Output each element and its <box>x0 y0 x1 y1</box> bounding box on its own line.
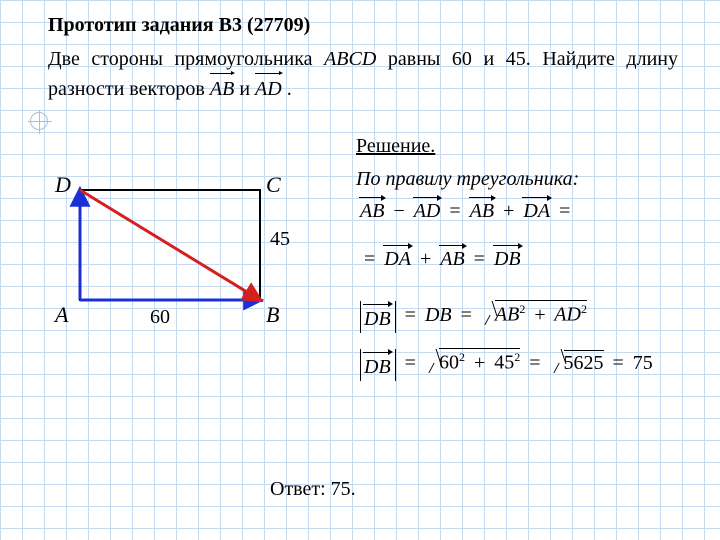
vec-da: DA <box>523 200 550 223</box>
label-a: A <box>55 302 68 328</box>
problem-and: и <box>234 78 255 100</box>
answer: Ответ: 75. <box>270 478 356 501</box>
rectangle-diagram: D C A B 60 45 <box>60 170 320 370</box>
sqrt-2: 602 + 452 <box>425 350 520 375</box>
sqrt-1: AB2 + AD2 <box>481 302 587 327</box>
vec-ab: AB <box>360 200 384 223</box>
problem-statement: Две стороны прямоугольника ABCD равны 60… <box>48 44 678 104</box>
sqrt-3: 5625 <box>550 352 604 375</box>
vec-ab3: AB <box>440 248 464 271</box>
problem-end: . <box>282 78 292 100</box>
eq-row-3: DB = DB = AB2 + AD2 <box>360 296 690 334</box>
abs-db2: DB <box>360 349 396 381</box>
vec-db: DB <box>494 248 521 271</box>
solution-heading: Решение. <box>356 135 435 158</box>
eq-row-1: AB − AD = AB + DA = <box>360 200 690 238</box>
rule-text: По правилу треугольника: <box>356 168 579 191</box>
vec-ab2: AB <box>470 200 494 223</box>
problem-text-1: Две стороны прямоугольника <box>48 48 324 70</box>
vec-da2: DA <box>384 248 411 271</box>
label-d: D <box>55 172 71 198</box>
vector-ad-inline: AD <box>255 74 282 104</box>
vec-ad: AD <box>414 200 441 223</box>
task-title: Прототип задания B3 (27709) <box>48 14 310 37</box>
crosshair-icon <box>30 112 48 130</box>
side-45: 45 <box>270 228 290 251</box>
label-c: C <box>266 172 281 198</box>
vector-ab-inline: AB <box>210 74 234 104</box>
rect-name: ABCD <box>324 48 376 70</box>
side-60: 60 <box>150 306 170 329</box>
label-b: B <box>266 302 279 328</box>
eq-row-2: = DA + AB = DB <box>360 248 690 286</box>
equations-block: AB − AD = AB + DA = = DA + AB = DB DB <box>360 200 690 392</box>
abs-db: DB <box>360 301 396 333</box>
eq-row-4: DB = 602 + 452 = 5625 = 75 <box>360 344 690 382</box>
